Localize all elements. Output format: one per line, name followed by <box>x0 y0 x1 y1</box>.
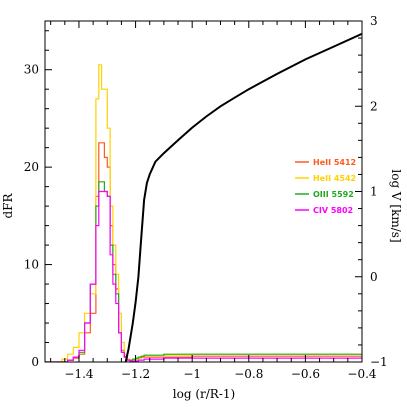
x-tick-label: −1 <box>183 367 201 381</box>
x-axis-label: log (r/R-1) <box>173 387 235 401</box>
legend-label-heii-4542: HeII 4542 <box>313 174 356 183</box>
legend-label-oiii-5592: OIII 5592 <box>313 190 354 199</box>
series-line-civ-5802 <box>45 190 362 362</box>
y2-tick-label: 3 <box>370 14 378 28</box>
y-axis-label: dFR <box>1 193 15 219</box>
y-tick-label: 20 <box>24 160 39 174</box>
y-tick-label: 30 <box>24 63 39 77</box>
legend-label-civ-5802: CIV 5802 <box>313 206 353 215</box>
x-tick-label: −0.4 <box>347 367 377 381</box>
x-tick-label: −0.8 <box>234 367 263 381</box>
y2-tick-label: 0 <box>370 270 378 284</box>
legend: HeII 5412 HeII 4542 OIII 5592 CIV 5802 <box>295 158 356 215</box>
legend-label-heii-5412: HeII 5412 <box>313 158 356 167</box>
x-tick-label: −1.4 <box>64 367 94 381</box>
y2-tick-label: 2 <box>370 99 378 113</box>
velocity-curve <box>124 32 362 362</box>
y-tick-label: 0 <box>31 355 39 369</box>
x-tick-label: −1.2 <box>121 367 150 381</box>
y2-tick-label: −1 <box>370 355 388 369</box>
y-tick-label: 10 <box>24 258 39 272</box>
x-tick-label: −0.6 <box>291 367 320 381</box>
series-layer <box>45 32 362 362</box>
ticks-layer: −1.4 −1.2 −1 −0.8 −0.6 −0.4 0 10 20 30 −1 0 1 2 3 <box>24 14 388 381</box>
y2-tick-label: 1 <box>370 185 378 199</box>
y2-axis-label: log V [km/s] <box>389 169 403 242</box>
